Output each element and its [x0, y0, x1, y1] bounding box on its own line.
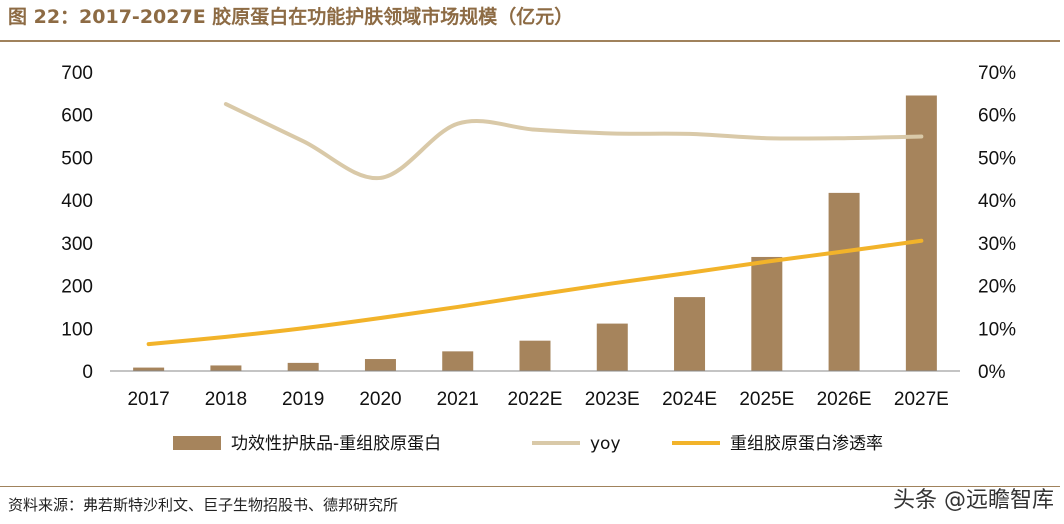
legend-label-yoy: yoy — [590, 434, 621, 454]
chart-title: 图 22：2017-2027E 胶原蛋白在功能护肤领域市场规模（亿元） — [8, 6, 574, 28]
y-left-tick-label: 300 — [61, 234, 93, 255]
bar-2018 — [210, 365, 242, 371]
y-right-tick-label: 50% — [978, 148, 1016, 169]
x-tick-label: 2025E — [739, 389, 794, 410]
y-right-tick-label: 10% — [978, 319, 1016, 340]
y-left-tick-label: 500 — [61, 148, 93, 169]
source-divider — [0, 486, 1060, 487]
bar-2017 — [133, 367, 165, 371]
y-left-tick-label: 600 — [61, 106, 93, 127]
x-tick-label: 2026E — [817, 389, 872, 410]
x-tick-label: 2023E — [585, 389, 640, 410]
watermark: 头条 @远瞻智库 — [893, 488, 1054, 513]
bar-2021 — [442, 351, 474, 371]
y-left-tick-label: 200 — [61, 277, 93, 298]
title-divider — [0, 40, 1060, 42]
y-right-tick-label: 20% — [978, 277, 1016, 298]
x-tick-label: 2017 — [127, 389, 169, 410]
y-right-tick-label: 70% — [978, 63, 1016, 84]
legend-swatch-bars — [173, 436, 221, 450]
y-right-tick-label: 30% — [978, 234, 1016, 255]
bar-2023E — [596, 323, 628, 371]
x-tick-label: 2019 — [282, 389, 324, 410]
y-right-tick-label: 40% — [978, 191, 1016, 212]
y-left-tick-label: 400 — [61, 191, 93, 212]
y-right-tick-label: 60% — [978, 106, 1016, 127]
x-tick-label: 2018 — [205, 389, 247, 410]
legend-label-bars: 功效性护肤品-重组胶原蛋白 — [231, 434, 441, 454]
bar-2022E — [519, 340, 551, 371]
x-tick-label: 2024E — [662, 389, 717, 410]
bar-2024E — [674, 297, 706, 371]
x-tick-label: 2020 — [359, 389, 401, 410]
bar-2025E — [751, 256, 783, 371]
line-series-2 — [146, 238, 924, 347]
chart: 0 100 200 300 400 500 600 700 0% 10% 20% 30% 40% 50% 6… — [61, 63, 1016, 454]
x-tick-label: 2027E — [894, 389, 949, 410]
legend-label-penetration: 重组胶原蛋白渗透率 — [730, 434, 883, 454]
x-tick-label: 2021 — [437, 389, 479, 410]
bar-2026E — [828, 192, 860, 371]
y-left-tick-label: 700 — [61, 63, 93, 84]
x-tick-label: 2022E — [508, 389, 563, 410]
line-series-1 — [223, 102, 924, 180]
y-left-tick-label: 0 — [82, 362, 93, 383]
bar-2020 — [364, 359, 396, 371]
bar-2019 — [287, 362, 319, 371]
y-left-tick-label: 100 — [61, 319, 93, 340]
source-note: 资料来源：弗若斯特沙利文、巨子生物招股书、德邦研究所 — [8, 496, 399, 514]
bar-2027E — [905, 95, 937, 371]
y-right-tick-label: 0% — [978, 362, 1006, 383]
